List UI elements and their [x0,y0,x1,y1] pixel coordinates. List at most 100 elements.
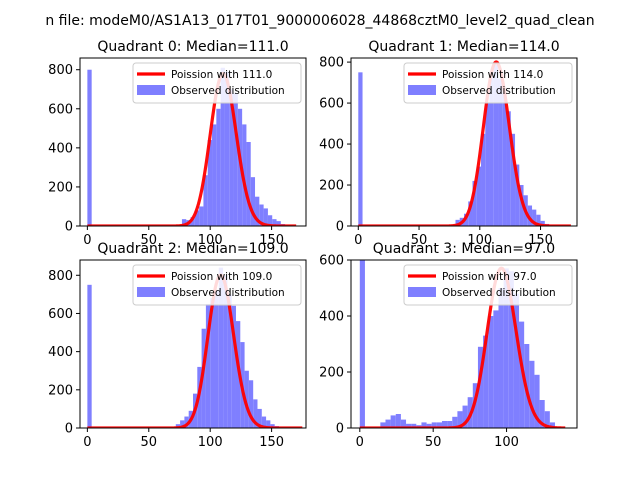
y-tick-label: 600 [319,97,344,112]
y-tick-label: 200 [48,180,73,195]
poisson-curve [357,60,572,226]
y-tick-label: 0 [65,422,73,437]
histogram-bar [205,303,211,428]
x-tick-label: 50 [425,435,442,450]
chart-panel-3: 0 50 100 0 200 400 600 Quadrant 3: Median=97.0 P… [319,241,578,450]
histogram-bar [489,72,494,226]
histogram-bar [539,400,545,428]
x-tick-label: 0 [354,233,362,248]
y-tick-label: 400 [319,310,344,325]
histogram-bar [502,92,507,226]
legend-bar-label: Observed distribution [171,287,285,299]
histogram-bar [220,67,225,226]
histogram-bar [400,419,407,428]
plot-area [86,67,298,226]
histogram-bar [457,411,463,428]
histogram-bar [248,380,254,428]
y-tick-label: 800 [48,269,73,284]
histogram-bar [536,214,541,226]
x-tick-label: 0 [83,233,91,248]
y-tick-label: 800 [319,56,344,71]
histogram-bar [272,219,277,226]
histogram-bar [519,185,524,226]
poisson-curve [86,71,298,226]
histogram-bar [380,422,386,428]
histogram-bar [483,335,489,428]
x-tick-label: 150 [528,233,553,248]
histogram-bar [250,177,256,226]
panels: 0 50 100 150 0 200 400 600 800 Quadrant 0: Median… [48,39,578,450]
y-tick-label: 200 [319,179,344,194]
histogram-bar [233,93,238,226]
histogram-bar [253,399,258,428]
histogram-bar [224,71,230,226]
histogram-bar [227,294,232,428]
axes-frame [79,57,307,227]
histogram-bar [358,72,363,226]
histogram-bar [532,209,537,226]
histogram-bar [544,411,550,428]
y-tick-label: 0 [336,220,344,235]
histogram-bar [441,421,448,428]
histogram-bar [276,221,281,226]
histogram-bar [426,423,432,428]
y-tick-label: 200 [48,383,73,398]
histogram-bar [452,416,458,428]
chart-panel-1: 0 50 100 150 0 200 400 600 800 Quadrant 1: Median… [319,39,578,248]
x-tick-label: 100 [494,435,519,450]
histogram-bar [244,370,249,428]
histogram-bar [190,217,195,226]
histogram-bar [472,180,477,226]
panel-title: Quadrant 3: Median=97.0 [373,241,555,257]
histogram-bar [267,215,273,226]
histogram-bar [477,346,484,428]
histogram-bar [534,374,540,428]
histogram-bar [395,414,401,428]
x-tick-label: 100 [467,233,492,248]
histogram-bar [199,206,204,226]
histogram-bar [506,111,511,226]
histogram-bar [259,204,264,226]
histogram-bar [212,124,217,226]
histogram-bar [229,89,234,226]
histogram-bar [184,416,189,428]
legend-curve-label: Poission with 114.0 [442,69,543,81]
histogram-bar [87,284,92,428]
histogram-bar [270,424,275,428]
x-tick-label: 50 [141,233,158,248]
x-tick-label: 150 [259,435,284,450]
histogram-bar [214,290,219,428]
histogram-bar [266,420,271,428]
histogram-bar [201,328,206,428]
x-tick-label: 100 [198,233,223,248]
chart-panel-0: 0 50 100 150 0 200 400 600 800 Quadrant 0: Median… [48,39,307,248]
histogram-bar [493,310,499,428]
chart-panel-2: 0 50 100 150 0 200 400 600 800 Quadrant 2: Median… [48,241,307,450]
x-tick-label: 50 [141,435,158,450]
histogram-bar [513,293,520,428]
panel-title: Quadrant 2: Median=109.0 [97,241,288,257]
histogram-bar [493,64,499,226]
axes-frame [350,259,578,429]
histogram-bar [216,108,221,226]
legend-curve-label: Poission with 97.0 [442,271,537,283]
histogram-bar [527,205,533,226]
histogram-bar [390,415,396,428]
legend-curve-label: Poission with 109.0 [171,271,272,283]
histogram-bar [498,288,504,428]
histogram-bar [223,275,228,428]
histogram-bar [468,201,473,226]
histogram-bar [257,408,262,428]
histogram-bar [529,360,535,428]
histogram-bar [255,196,260,226]
axes-frame [79,259,307,429]
histogram-bar [462,405,468,428]
histogram-bar [359,260,365,428]
y-tick-label: 600 [48,307,73,322]
plot-area [358,260,567,428]
histogram-bar [246,142,251,226]
histogram-bar [411,423,417,428]
figure-title: n file: modeM0/AS1A13_017T01_9000006028_… [45,13,594,29]
histogram-bar [421,422,427,428]
